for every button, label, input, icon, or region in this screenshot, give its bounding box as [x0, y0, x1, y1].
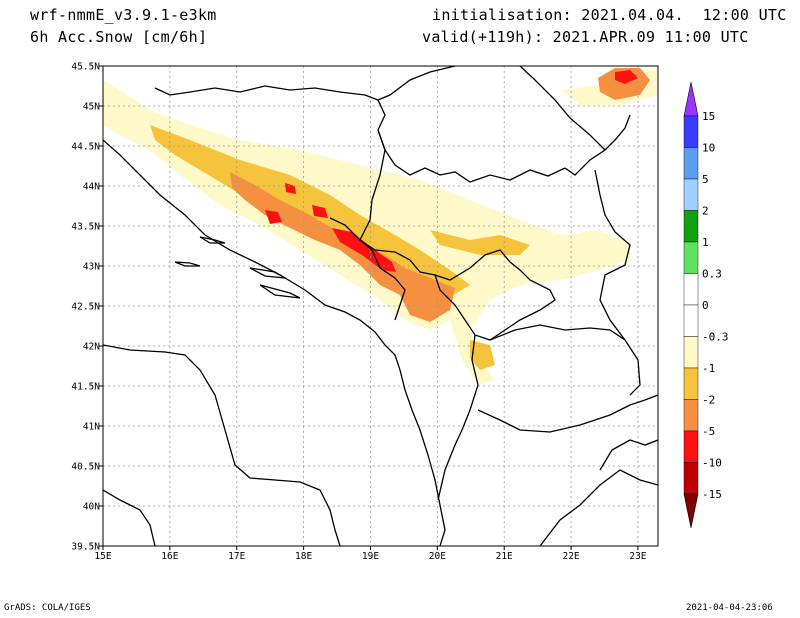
- colorbar-label: -1: [702, 362, 715, 375]
- colorbar-segment: [683, 304, 699, 337]
- lon-tick-label: 22E: [562, 551, 579, 562]
- colorbar-label: -0.3: [702, 331, 729, 344]
- colorbar-label: -15: [702, 488, 722, 501]
- colorbar-label: -2: [702, 394, 715, 407]
- snow-band-red-4: [332, 228, 396, 272]
- lat-tick-label: 41N: [83, 422, 100, 433]
- snow-band-yellow: [150, 125, 470, 300]
- lon-tick-label: 21E: [496, 551, 513, 562]
- italy-coast: [103, 344, 341, 546]
- coastlines-and-borders: [103, 66, 658, 546]
- snow-band-yellow-3: [430, 230, 530, 255]
- latitude-axis: 39.5N 40N 40.5N 41N 41.5N 42N 42.5N 43N 43.5N 44N…: [71, 62, 103, 553]
- island-3: [249, 267, 286, 279]
- lat-tick-label: 43.5N: [71, 222, 100, 233]
- border-serbia-hungary: [377, 66, 456, 101]
- border-bulgaria: [594, 169, 631, 341]
- adriatic-east-coast: [103, 139, 446, 546]
- island-4: [259, 284, 301, 299]
- colorbar-segment: [683, 178, 699, 211]
- colorbar-segment: [683, 367, 699, 400]
- lat-tick-label: 45.5N: [71, 62, 100, 73]
- coast-east: [599, 439, 658, 471]
- border-bosnia-montenegro: [329, 217, 406, 321]
- lon-tick-label: 19E: [362, 551, 379, 562]
- model-title: wrf-nmmE_v3.9.1-e3km: [30, 6, 217, 24]
- lat-tick-label: 40N: [83, 502, 100, 513]
- border-macedonia: [489, 324, 641, 396]
- colorbar: 15 10 5 2 1 0.3 0 -0.3 -1 -2 -5 -10 -15: [683, 81, 729, 529]
- colorbar-label: 0: [702, 299, 709, 312]
- border-albania-east: [437, 334, 479, 501]
- snow-band-orange-ne: [598, 68, 650, 100]
- border-kosovo: [433, 249, 556, 341]
- lon-tick-label: 20E: [429, 551, 446, 562]
- lat-tick-label: 44.5N: [71, 142, 100, 153]
- colorbar-label: 15: [702, 110, 715, 123]
- valid-time: valid(+119h): 2021.APR.09 11:00 UTC: [422, 28, 749, 46]
- lat-tick-label: 41.5N: [71, 382, 100, 393]
- greece-coast: [539, 469, 658, 546]
- snow-field: [103, 68, 658, 385]
- colorbar-segment: [683, 462, 699, 495]
- snow-band-red-1: [265, 210, 282, 224]
- colorbar-bottom-arrow: [683, 493, 699, 529]
- border-romania-2: [519, 66, 606, 151]
- colorbar-label: 1: [702, 236, 709, 249]
- colorbar-top-arrow: [683, 81, 699, 117]
- field-title: 6h Acc.Snow [cm/6h]: [30, 28, 208, 46]
- italy-south-coast: [103, 489, 156, 546]
- lon-tick-label: 16E: [161, 551, 178, 562]
- lon-tick-label: 18E: [295, 551, 312, 562]
- colorbar-label: 0.3: [702, 268, 722, 281]
- lat-tick-label: 39.5N: [71, 542, 100, 553]
- footer-software: GrADS: COLA/IGES: [4, 603, 91, 613]
- snow-band-red-ne: [615, 70, 638, 84]
- colorbar-label: -5: [702, 425, 715, 438]
- snow-band-orange: [230, 172, 455, 322]
- colorbar-segment: [683, 336, 699, 369]
- colorbar-segment: [683, 241, 699, 274]
- island-2: [174, 261, 201, 267]
- lon-tick-label: 23E: [629, 551, 646, 562]
- colorbar-label: 5: [702, 173, 709, 186]
- colorbar-segment: [683, 273, 699, 306]
- colorbar-segment: [683, 399, 699, 432]
- lat-tick-label: 45N: [83, 102, 100, 113]
- colorbar-label: 2: [702, 205, 709, 218]
- border-greece: [477, 394, 658, 433]
- lat-tick-label: 42.5N: [71, 302, 100, 313]
- colorbar-label: 10: [702, 142, 715, 155]
- lon-tick-label: 17E: [228, 551, 245, 562]
- gridlines: [103, 66, 658, 546]
- lat-tick-label: 40.5N: [71, 462, 100, 473]
- longitude-axis: 15E 16E 17E 18E 19E 20E 21E 22E 23E: [94, 546, 647, 562]
- border-romania: [564, 114, 631, 176]
- island-1: [199, 236, 226, 244]
- colorbar-segment: [683, 147, 699, 180]
- lon-tick-label: 15E: [94, 551, 111, 562]
- colorbar-label: -10: [702, 457, 722, 470]
- snow-band-red-3: [312, 205, 328, 218]
- lat-tick-label: 42N: [83, 342, 100, 353]
- snow-band-yellow-2: [470, 340, 495, 370]
- colorbar-segment: [683, 430, 699, 463]
- lat-tick-label: 43N: [83, 262, 100, 273]
- colorbar-segment: [683, 210, 699, 243]
- colorbar-segment: [683, 115, 699, 148]
- lat-tick-label: 44N: [83, 182, 100, 193]
- initialisation-time: initialisation: 2021.04.04. 12:00 UTC: [432, 6, 787, 24]
- footer-timestamp: 2021-04-04-23:06: [686, 603, 773, 613]
